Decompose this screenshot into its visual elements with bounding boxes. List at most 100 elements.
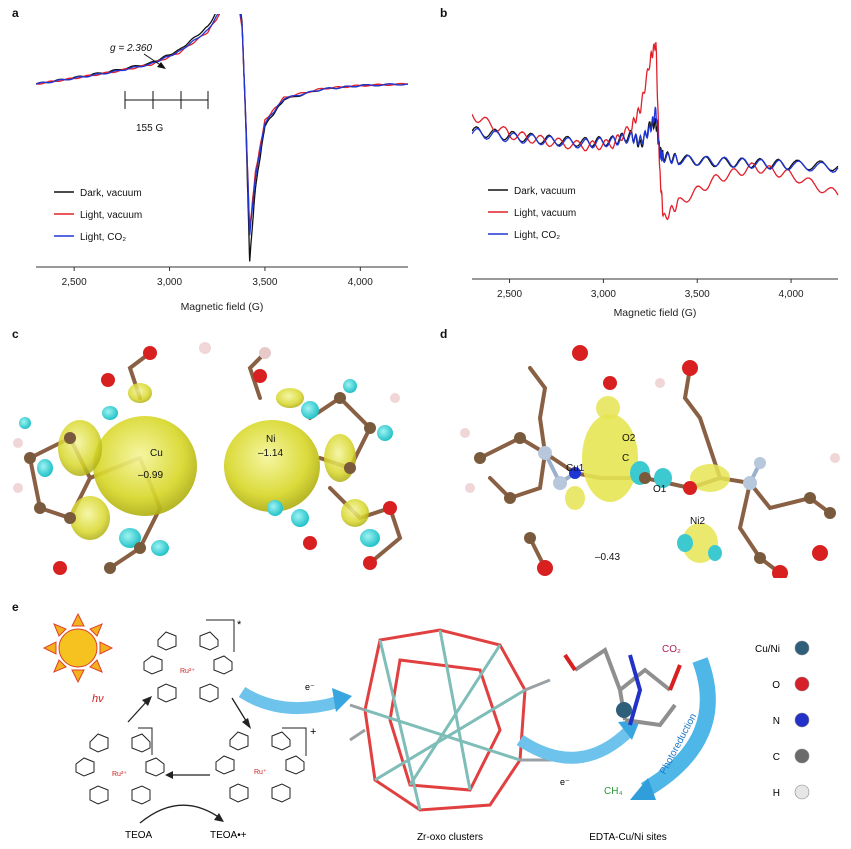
electron-arrow-1 <box>238 686 340 715</box>
atoms <box>460 345 840 578</box>
cu1-label: Cu1 <box>566 463 585 474</box>
ru-reduced-label: Ru⁺ <box>254 769 267 776</box>
photoreduction-arrowhead <box>630 778 656 800</box>
panel-label-a: a <box>12 6 19 20</box>
x-tick-label: 3,500 <box>252 277 277 288</box>
carbon-density-lobe <box>582 414 638 502</box>
reduced-bracket <box>282 727 307 756</box>
reduced-plus: + <box>310 726 316 738</box>
atom-legend-label: N <box>773 716 780 727</box>
photoreduction-arrow <box>640 657 716 797</box>
ru-complex-excited <box>143 631 233 703</box>
ru-excited-label: Ru²⁺ <box>180 668 195 675</box>
cu-label: Cu <box>150 448 163 459</box>
spacing-annotation: 155 G <box>136 123 163 134</box>
cycle-arrows <box>127 697 249 776</box>
charge-density-figure-c: Cu –0.99 Ni –1.14 <box>13 342 403 575</box>
teoa-arrowhead <box>214 813 224 822</box>
co2-label: CO₂ <box>662 644 681 655</box>
ru-complex-reduced <box>215 731 305 803</box>
teoa-label: TEOA <box>125 830 153 841</box>
charge-density-figure-d: Cu1 O2 C O1 Ni2 –0.43 <box>460 345 840 578</box>
epr-chart-b: 2,500 3,000 3,500 4,000 Magnetic field (G) … <box>472 42 839 319</box>
excited-bracket <box>206 619 235 652</box>
spacing-markers <box>124 91 209 109</box>
zr-caption: Zr-oxo clusters <box>417 832 483 843</box>
g-value-annotation: g = 2.360 <box>110 43 152 54</box>
photocatalysis-scheme: hν Ru²⁺ * Ru²⁺ <box>42 612 810 843</box>
series-line-2 <box>472 106 839 174</box>
x-tick-label: 4,000 <box>348 277 373 288</box>
epr-chart-a: 2,500 3,000 3,500 4,000 Magnetic field (G) … <box>36 14 409 313</box>
energy-value: –0.43 <box>595 552 620 563</box>
zr-oxo-cluster <box>349 628 560 812</box>
atom-legend-swatch <box>794 712 810 728</box>
x-tick-label: 4,000 <box>779 289 804 300</box>
legend-label: Light, CO₂ <box>80 232 126 243</box>
o2-label: O2 <box>622 433 636 444</box>
atom-legend-swatch <box>794 676 810 692</box>
legend-label: Light, CO₂ <box>514 230 560 241</box>
panel-label-b: b <box>440 6 448 20</box>
series-line-2 <box>36 14 409 236</box>
panel-label-e: e <box>12 600 19 614</box>
hv-label: hν <box>92 693 104 705</box>
atom-legend: Cu/Ni O N C H <box>755 640 810 800</box>
electron-arrowhead-2 <box>618 720 640 740</box>
x-tick-label: 2,500 <box>497 289 522 300</box>
atom-legend-swatch <box>794 784 810 800</box>
ru-ground-label: Ru²⁺ <box>112 771 127 778</box>
atom-legend-label: Cu/Ni <box>755 644 780 655</box>
panel-label-c: c <box>12 327 19 341</box>
atom-legend-swatch <box>794 748 810 764</box>
x-ticks: 2,500 3,000 3,500 4,000 <box>497 279 804 300</box>
ru-complex-ground <box>75 733 165 805</box>
ni-value: –1.14 <box>258 448 283 459</box>
sun-icon <box>42 612 114 684</box>
series-line-1 <box>472 42 839 221</box>
minor-density-lobes <box>58 383 369 540</box>
x-tick-label: 2,500 <box>62 277 87 288</box>
cu-value: –0.99 <box>138 470 163 481</box>
atom-legend-label: C <box>773 752 780 763</box>
legend: Dark, vacuum Light, vacuum Light, CO₂ <box>54 188 142 243</box>
atom-legend-label: H <box>773 788 780 799</box>
excited-star: * <box>237 619 242 631</box>
g-arrow-head <box>157 62 166 69</box>
ground-bracket <box>138 727 153 755</box>
edta-caption: EDTA-Cu/Ni sites <box>589 832 667 843</box>
panel-label-d: d <box>440 327 448 341</box>
legend: Dark, vacuum Light, vacuum Light, CO₂ <box>488 186 576 241</box>
ni-density-lobe <box>224 420 320 512</box>
legend-label: Dark, vacuum <box>514 186 576 197</box>
x-tick-label: 3,000 <box>591 289 616 300</box>
x-axis-label: Magnetic field (G) <box>614 307 697 319</box>
c-label: C <box>622 453 629 464</box>
atom-legend-swatch <box>794 640 810 656</box>
cyan-density-lobes <box>630 461 722 561</box>
ni2-label: Ni2 <box>690 516 705 527</box>
x-ticks: 2,500 3,000 3,500 4,000 <box>62 267 373 288</box>
metal-center <box>616 702 632 718</box>
series-group <box>472 42 839 221</box>
electron-label-2: e⁻ <box>560 777 570 787</box>
ni-label: Ni <box>266 434 275 445</box>
electron-arrow-2 <box>516 725 635 764</box>
series-line-0 <box>472 117 839 172</box>
atom-legend-label: O <box>772 680 780 691</box>
series-line-0 <box>36 14 409 262</box>
electron-arrowhead-1 <box>332 688 352 712</box>
g-arrow <box>143 53 163 67</box>
atoms <box>13 342 400 575</box>
cu-density-lobe <box>93 416 197 516</box>
cycle-arrowheads <box>142 696 251 779</box>
series-group <box>36 14 409 262</box>
legend-label: Light, vacuum <box>514 208 576 219</box>
x-axis-label: Magnetic field (G) <box>181 301 264 313</box>
teoa-arrow <box>139 804 221 824</box>
electron-label-1: e⁻ <box>305 682 315 692</box>
legend-label: Dark, vacuum <box>80 188 142 199</box>
x-tick-label: 3,000 <box>157 277 182 288</box>
o1-label: O1 <box>653 484 667 495</box>
x-tick-label: 3,500 <box>685 289 710 300</box>
